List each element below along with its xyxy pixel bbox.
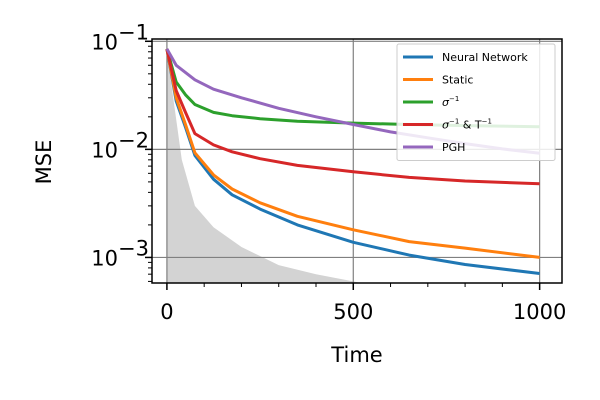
- x-tick-label: 500: [333, 300, 373, 324]
- legend-box: [396, 43, 556, 161]
- legend-label: PGH: [442, 141, 465, 154]
- legend-label: σ−1 & T−1: [442, 118, 492, 132]
- legend-label: σ−1: [442, 95, 459, 109]
- y-tick-label: 10: [91, 138, 118, 162]
- legend: Neural Network Static σ−1 σ−1 & T−1 PGH: [396, 43, 556, 161]
- y-tick-exponent: −3: [118, 236, 149, 260]
- y-tick-label: 10: [91, 246, 118, 270]
- series-line-1: [165, 48, 540, 259]
- legend-label: Static: [442, 74, 473, 87]
- plot-frame: [151, 38, 563, 284]
- x-tick-label: 1000: [513, 300, 566, 324]
- x-axis-label: Time: [330, 343, 382, 367]
- y-tick-exponent: −1: [118, 20, 149, 44]
- x-tick-label: 0: [160, 300, 173, 324]
- y-tick-exponent: −2: [118, 128, 149, 152]
- y-tick-label: 10: [91, 30, 118, 54]
- y-axis-label: MSE: [32, 140, 56, 185]
- series-line-3: [165, 48, 540, 186]
- shaded-region: [166, 51, 361, 283]
- legend-label: Neural Network: [442, 51, 528, 64]
- shaded-region-layer: [166, 51, 361, 283]
